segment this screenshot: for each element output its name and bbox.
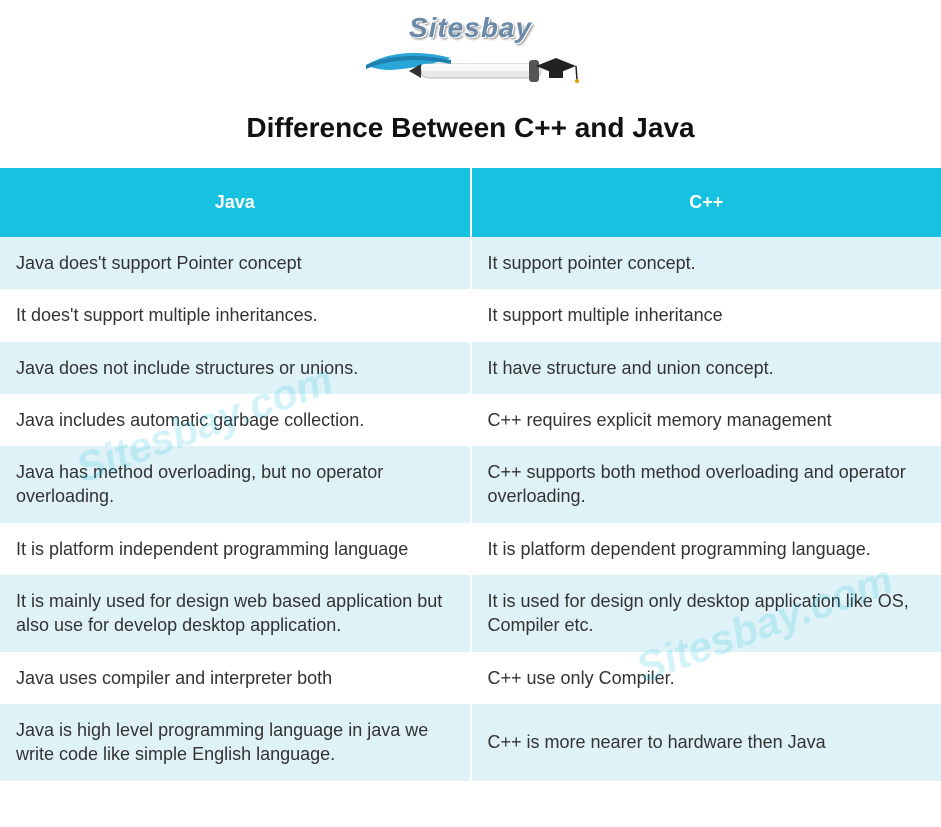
cell-cpp: It support pointer concept. [471,237,941,289]
table-row: It is platform independent programming l… [0,523,941,575]
cell-cpp: It have structure and union concept. [471,342,941,394]
cell-java: Java does't support Pointer concept [0,237,471,289]
cell-java: Java is high level programming language … [0,704,471,781]
table-row: Java includes automatic garbage collecti… [0,394,941,446]
table-row: Java does't support Pointer conceptIt su… [0,237,941,289]
cell-cpp: C++ supports both method overloading and… [471,446,941,523]
comparison-table: Java C++ Java does't support Pointer con… [0,168,941,781]
cell-java: Java uses compiler and interpreter both [0,652,471,704]
col-header-java: Java [0,168,471,237]
cell-java: It does't support multiple inheritances. [0,289,471,341]
table-row: Java does not include structures or unio… [0,342,941,394]
cell-cpp: It is platform dependent programming lan… [471,523,941,575]
pen-ribbon-icon [361,40,581,90]
cell-java: It is platform independent programming l… [0,523,471,575]
cell-cpp: C++ is more nearer to hardware then Java [471,704,941,781]
cell-java: Java does not include structures or unio… [0,342,471,394]
table-row: It is mainly used for design web based a… [0,575,941,652]
cell-cpp: C++ requires explicit memory management [471,394,941,446]
table-row: It does't support multiple inheritances.… [0,289,941,341]
cell-java: It is mainly used for design web based a… [0,575,471,652]
page-title: Difference Between C++ and Java [0,112,941,144]
cell-cpp: C++ use only Compiler. [471,652,941,704]
logo-area: Sitesbay [0,0,941,94]
table-header-row: Java C++ [0,168,941,237]
table-row: Java has method overloading, but no oper… [0,446,941,523]
cell-java: Java has method overloading, but no oper… [0,446,471,523]
col-header-cpp: C++ [471,168,941,237]
cell-cpp: It support multiple inheritance [471,289,941,341]
table-row: Java uses compiler and interpreter bothC… [0,652,941,704]
table-row: Java is high level programming language … [0,704,941,781]
cell-java: Java includes automatic garbage collecti… [0,394,471,446]
logo-graphic [0,40,941,90]
cell-cpp: It is used for design only desktop appli… [471,575,941,652]
